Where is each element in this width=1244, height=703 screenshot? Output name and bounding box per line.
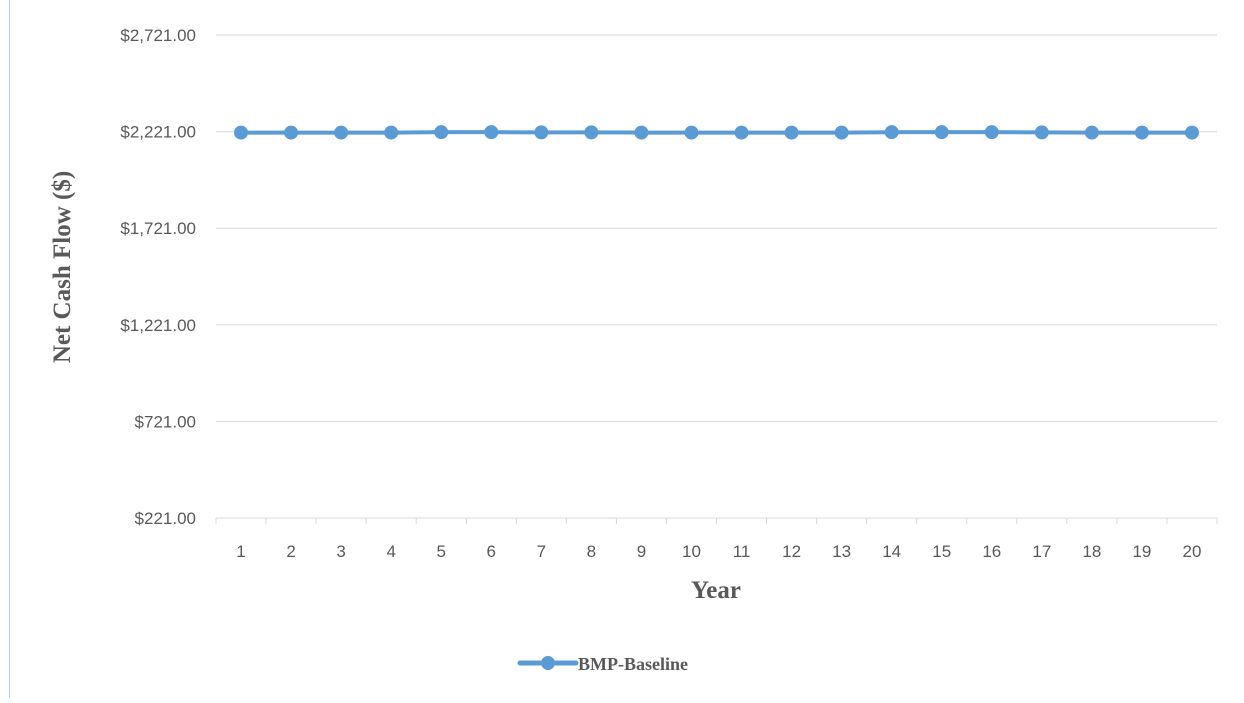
gridlines — [216, 35, 1217, 421]
x-tick-label: 2 — [286, 542, 295, 561]
y-tick-labels: $221.00 $721.00 $1,221.00 $1,721.00 $2,221.0… — [120, 26, 196, 528]
data-point — [684, 126, 698, 140]
x-tick-label: 4 — [386, 542, 395, 561]
x-tick-label: 6 — [487, 542, 496, 561]
data-point — [434, 125, 448, 139]
data-point — [735, 126, 749, 140]
data-point — [1085, 126, 1099, 140]
x-tick-label: 15 — [932, 542, 951, 561]
x-tick-label: 1 — [236, 542, 245, 561]
x-tick-label: 16 — [982, 542, 1001, 561]
x-tick-label: 5 — [436, 542, 445, 561]
legend-point-marker — [541, 656, 555, 670]
series-layer — [234, 125, 1199, 139]
data-point — [1185, 126, 1199, 140]
y-tick-label: $221.00 — [135, 509, 196, 528]
x-axis-title: Year — [691, 577, 741, 604]
data-point — [284, 126, 298, 140]
data-point — [985, 125, 999, 139]
y-tick-label: $1,721.00 — [120, 219, 196, 238]
data-point — [484, 125, 498, 139]
y-tick-label: $2,721.00 — [120, 26, 196, 45]
data-point — [935, 125, 949, 139]
data-point — [785, 126, 799, 140]
x-tick-label: 13 — [832, 542, 851, 561]
x-tick-label: 17 — [1032, 542, 1051, 561]
legend-label: BMP-Baseline — [578, 654, 688, 674]
data-point — [1135, 126, 1149, 140]
data-point — [885, 125, 899, 139]
x-tick-label: 7 — [537, 542, 546, 561]
x-tick-label: 14 — [882, 542, 901, 561]
y-axis-title: Net Cash Flow ($) — [49, 171, 76, 363]
data-point — [334, 126, 348, 140]
y-tick-label: $721.00 — [135, 412, 196, 431]
x-tick-label: 8 — [587, 542, 596, 561]
data-point — [634, 126, 648, 140]
x-tick-label: 11 — [733, 542, 751, 561]
x-tick-label: 20 — [1183, 542, 1202, 561]
x-tick-label: 18 — [1082, 542, 1101, 561]
x-tick-label: 10 — [682, 542, 701, 561]
data-point — [384, 126, 398, 140]
data-point — [234, 126, 248, 140]
data-point — [534, 125, 548, 139]
x-tick-label: 3 — [336, 542, 345, 561]
y-tick-label: $1,221.00 — [120, 316, 196, 335]
x-tick-label: 19 — [1132, 542, 1151, 561]
data-point — [1035, 125, 1049, 139]
legend: BMP-Baseline — [520, 654, 688, 674]
chart-border — [9, 0, 10, 698]
x-tick-label: 12 — [782, 542, 801, 561]
y-tick-label: $2,221.00 — [120, 123, 196, 142]
data-point — [835, 126, 849, 140]
data-point — [584, 125, 598, 139]
x-tick-label: 9 — [637, 542, 646, 561]
x-axis — [216, 518, 1217, 524]
